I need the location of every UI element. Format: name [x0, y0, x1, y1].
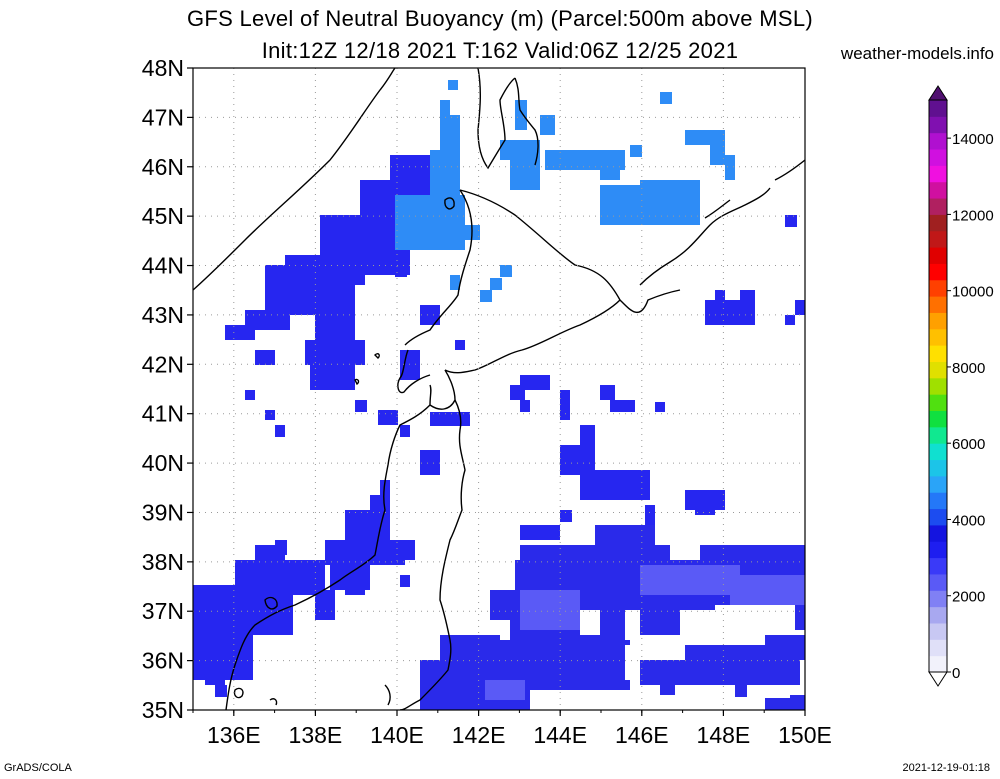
lat-tick-label: 45N	[142, 203, 184, 229]
lat-tick-label: 37N	[142, 598, 184, 624]
colorbar-swatch	[929, 214, 947, 232]
colorbar-swatch	[929, 296, 947, 313]
colorbar-swatch	[929, 459, 947, 477]
lon-tick-label: 144E	[533, 722, 587, 748]
map-axes: 48N 47N 46N 45N 44N 43N 42N 41N 40N 39N 38N 37N 36N 3…	[142, 55, 832, 748]
map-frame	[192, 67, 806, 711]
lon-tick-label: 146E	[615, 722, 669, 748]
colorbar-swatch	[929, 247, 947, 264]
lat-tick-label: 47N	[142, 104, 184, 130]
coastline	[193, 68, 805, 710]
colorbar-label: 4000	[952, 512, 985, 529]
colorbar-swatch	[929, 557, 947, 575]
footer-software-label: GrADS/COLA	[4, 762, 72, 774]
lat-tick-label: 41N	[142, 401, 184, 427]
lat-tick-label: 35N	[142, 697, 184, 723]
buoyancy-shading	[193, 80, 805, 710]
colorbar-swatch	[929, 524, 947, 542]
colorbar-swatch	[929, 345, 947, 362]
colorbar-swatch	[929, 443, 947, 461]
colorbar-label: 2000	[952, 589, 985, 606]
colorbar-swatch	[929, 394, 947, 412]
colorbar-swatch	[929, 508, 947, 526]
colorbar-swatch	[929, 606, 947, 624]
colorbar-swatch	[929, 655, 947, 673]
lon-tick-label: 140E	[370, 722, 424, 748]
site-label: weather-models.info	[840, 44, 994, 63]
lat-tick-label: 38N	[142, 549, 184, 575]
colorbar-label: 8000	[952, 360, 985, 377]
lon-tick-label: 148E	[697, 722, 751, 748]
lat-tick-label: 42N	[142, 351, 184, 377]
colorbar-swatch	[929, 639, 947, 657]
colorbar-swatch	[929, 492, 947, 510]
colorbar-swatch	[929, 377, 947, 395]
colorbar-swatch	[929, 181, 947, 199]
colorbar-swatch	[929, 230, 947, 248]
chart-subtitle: Init:12Z 12/18 2021 T:162 Valid:06Z 12/2…	[261, 38, 739, 63]
lat-tick-label: 48N	[142, 55, 184, 81]
lat-tick-label: 46N	[142, 154, 184, 180]
colorbar-label: 10000	[952, 284, 994, 301]
colorbar-swatch	[929, 541, 947, 559]
colorbar-max-arrow	[928, 85, 948, 101]
colorbar-swatch	[929, 116, 947, 134]
colorbar: 0 2000 4000 6000 8000 10000 12000 14000	[928, 85, 994, 687]
lat-tick-label: 44N	[142, 253, 184, 279]
colorbar-label: 12000	[952, 207, 994, 224]
colorbar-swatch	[929, 132, 947, 150]
lon-tick-label: 142E	[452, 722, 506, 748]
colorbar-swatch	[929, 198, 947, 215]
lat-tick-label: 39N	[142, 499, 184, 525]
colorbar-label: 0	[952, 665, 960, 682]
colorbar-swatch	[929, 590, 947, 608]
colorbar-swatch	[929, 263, 947, 281]
colorbar-label: 14000	[952, 131, 994, 148]
colorbar-swatch	[929, 361, 947, 379]
lon-tick-label: 150E	[778, 722, 832, 748]
lat-tick-label: 43N	[142, 302, 184, 328]
colorbar-swatch	[929, 279, 947, 297]
lat-tick-label: 40N	[142, 450, 184, 476]
colorbar-swatch	[929, 312, 947, 330]
colorbar-swatch	[929, 100, 947, 117]
colorbar-swatch	[929, 573, 947, 591]
lat-tick-label: 36N	[142, 648, 184, 674]
colorbar-swatch	[929, 328, 947, 346]
footer-timestamp: 2021-12-19-01:18	[902, 762, 990, 774]
colorbar-label: 6000	[952, 436, 985, 453]
colorbar-swatch	[929, 622, 947, 640]
chart-title: GFS Level of Neutral Buoyancy (m) (Parce…	[186, 6, 813, 31]
colorbar-swatch	[929, 410, 947, 428]
colorbar-swatch	[929, 475, 947, 493]
colorbar-swatch	[929, 165, 947, 183]
graticule	[193, 68, 805, 710]
lon-tick-label: 138E	[289, 722, 343, 748]
colorbar-swatch	[929, 426, 947, 444]
colorbar-min-arrow	[928, 671, 948, 687]
colorbar-swatch	[929, 149, 947, 166]
lon-tick-label: 136E	[207, 722, 261, 748]
